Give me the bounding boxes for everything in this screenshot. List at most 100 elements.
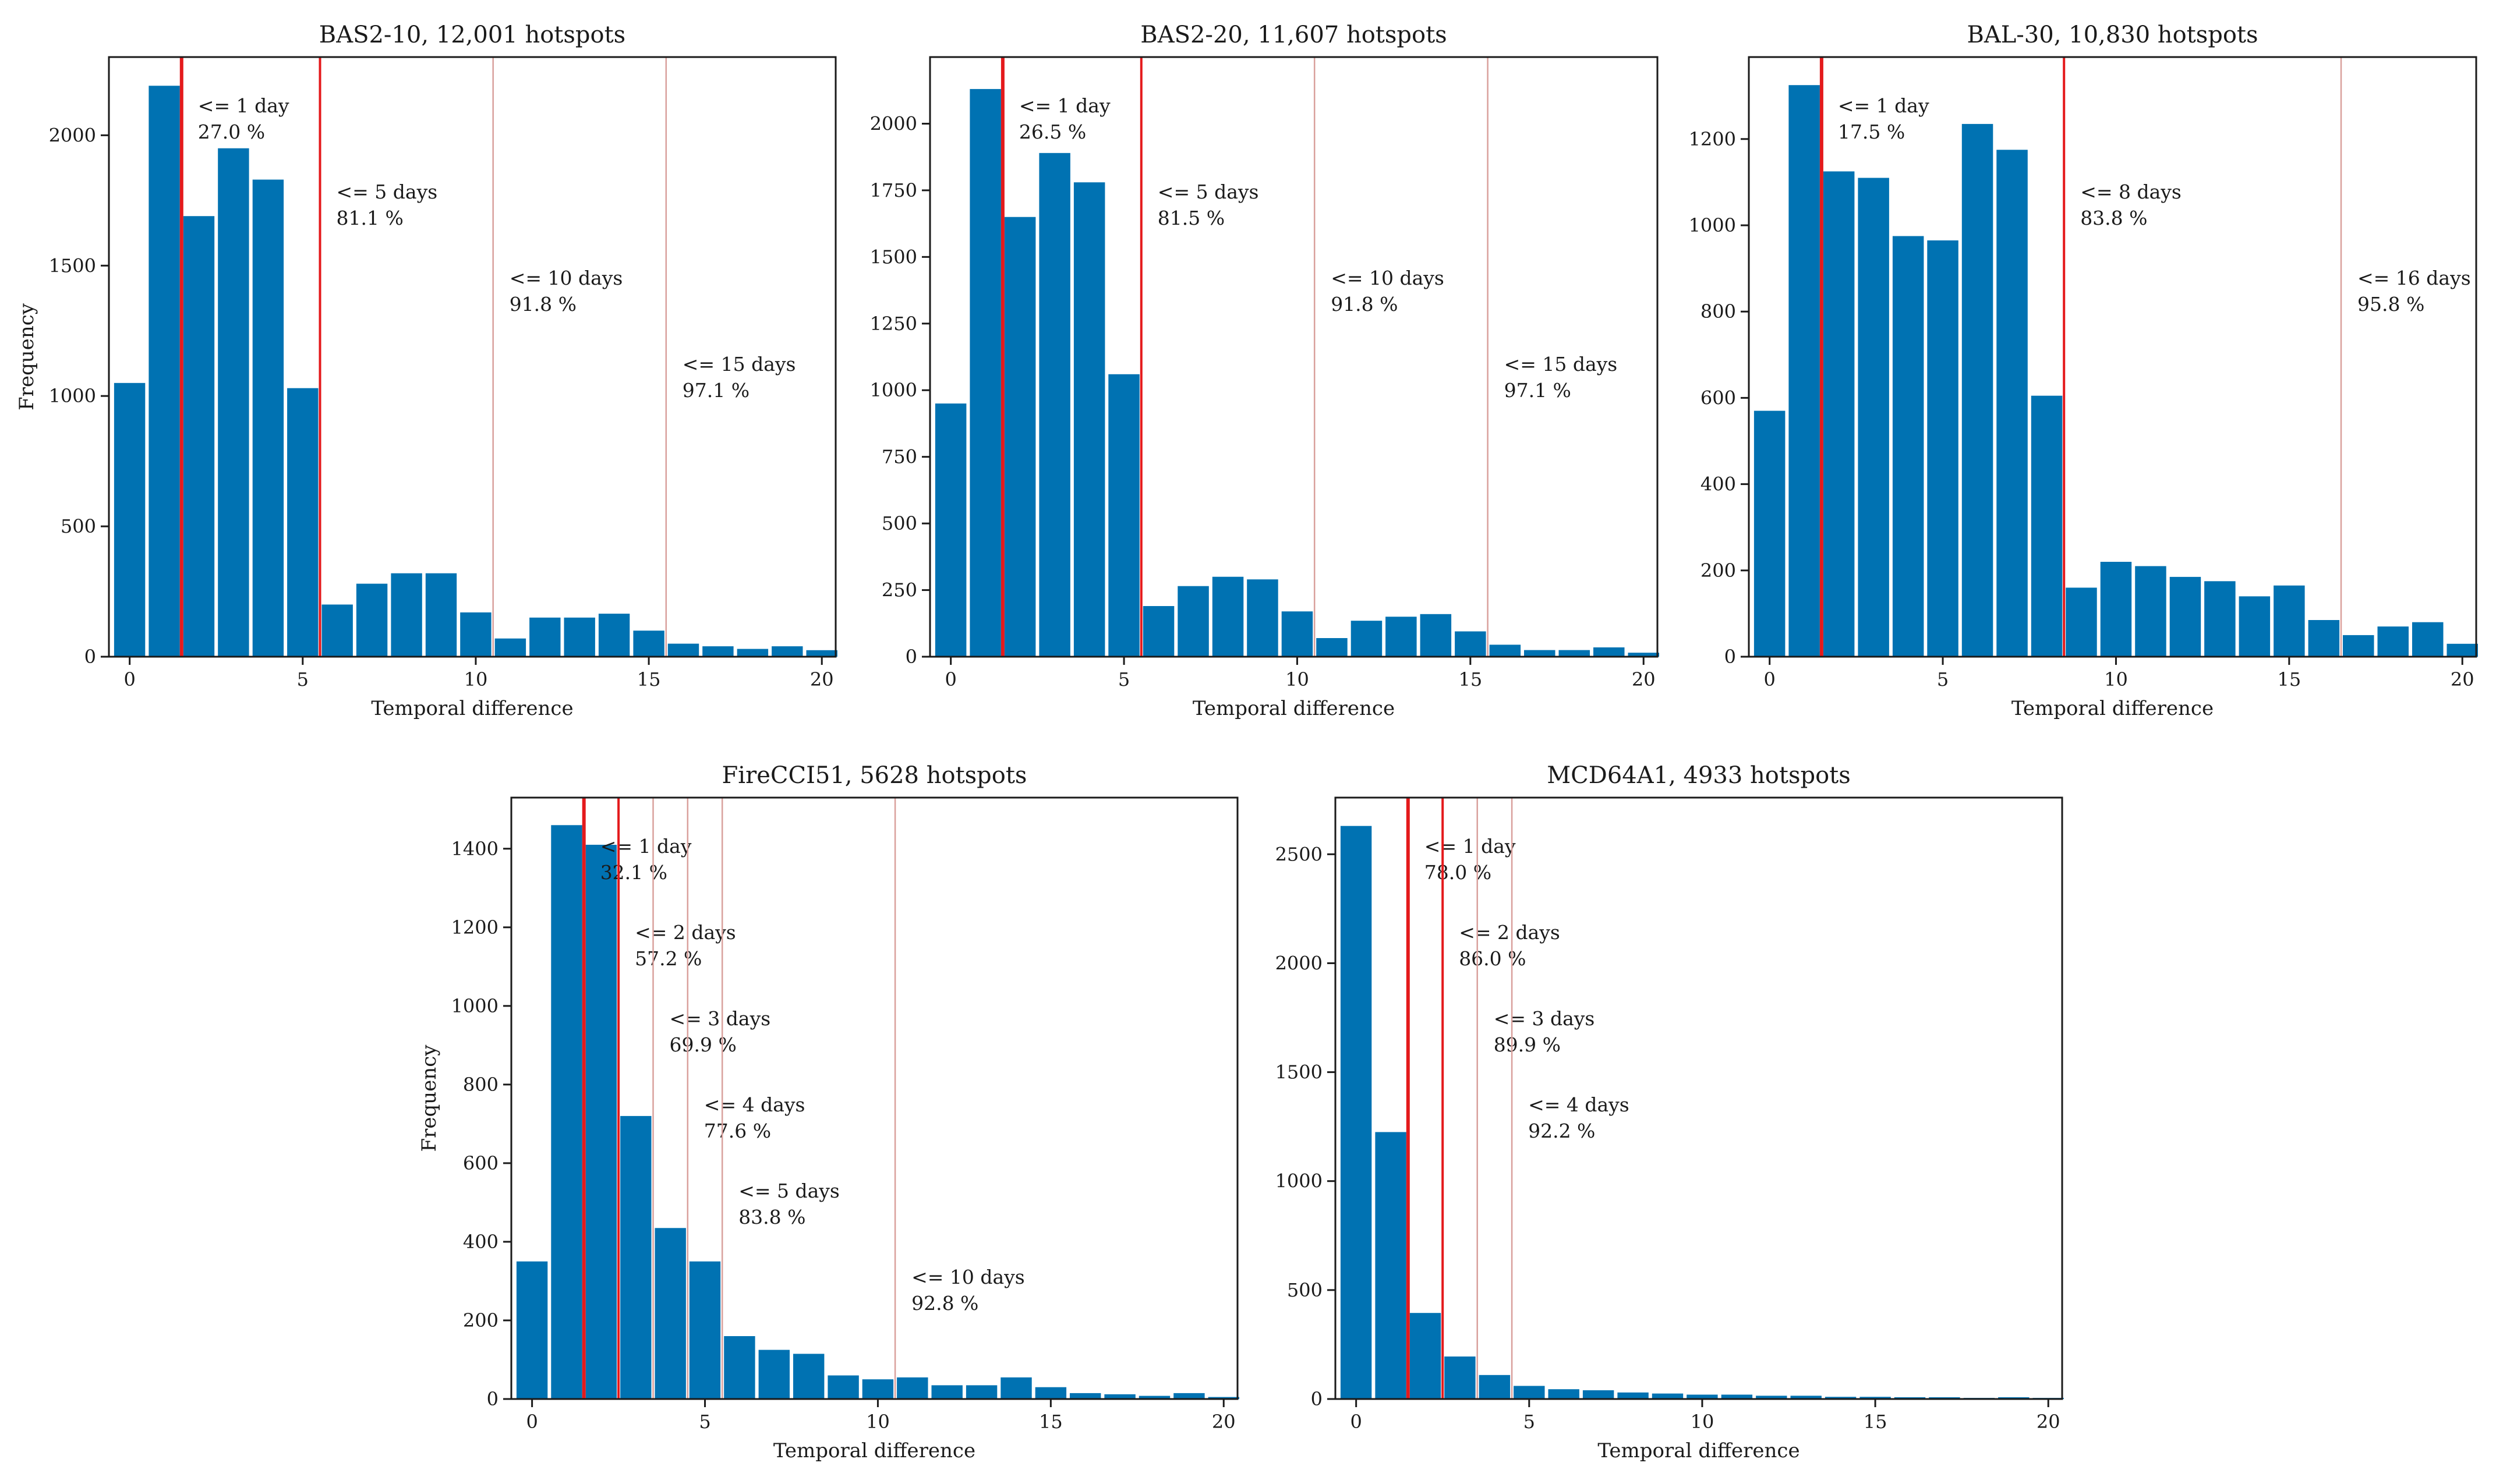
- threshold-percent-label: 32.1 %: [600, 861, 667, 884]
- x-tick-label: 5: [297, 668, 309, 690]
- x-tick-label: 0: [526, 1411, 538, 1433]
- y-axis-label: Frequency: [418, 1044, 441, 1152]
- bar-p4-1: [1375, 1132, 1406, 1399]
- x-tick-label: 10: [1285, 668, 1309, 690]
- bar-p1-11: [1316, 638, 1348, 657]
- bar-p2-10: [2100, 562, 2132, 657]
- x-axis-label: Temporal difference: [1597, 1439, 1799, 1462]
- y-tick-label: 2500: [1275, 843, 1323, 865]
- y-tick-label: 1200: [451, 916, 499, 938]
- threshold-days-label: <= 1 day: [600, 835, 692, 858]
- y-tick-label: 0: [1311, 1388, 1323, 1410]
- bar-p4-11: [1721, 1394, 1753, 1399]
- bar-p1-0: [935, 403, 967, 657]
- bar-p1-6: [1143, 606, 1175, 657]
- y-tick-label: 1200: [1689, 128, 1736, 150]
- x-tick-label: 15: [637, 668, 661, 690]
- bar-p4-6: [1548, 1389, 1579, 1399]
- bar-p2-6: [1961, 123, 1993, 657]
- bar-p4-5: [1514, 1386, 1545, 1399]
- threshold-days-label: <= 1 day: [1838, 94, 1929, 117]
- threshold-days-label: <= 3 days: [1494, 1007, 1595, 1030]
- bar-p1-16: [1489, 644, 1521, 657]
- bar-p2-8: [2031, 395, 2063, 657]
- threshold-percent-label: 77.6 %: [704, 1120, 771, 1142]
- chart-title: FireCCI51, 5628 hotspots: [722, 762, 1027, 789]
- bar-p4-14: [1825, 1397, 1857, 1399]
- x-tick-label: 15: [1039, 1411, 1063, 1433]
- threshold-days-label: <= 15 days: [1504, 353, 1618, 376]
- bar-p3-14: [1000, 1377, 1032, 1399]
- bar-p1-18: [1558, 650, 1590, 657]
- bar-p2-12: [2169, 576, 2201, 657]
- x-axis-label: Temporal difference: [2011, 697, 2214, 720]
- bar-p1-8: [1212, 576, 1244, 657]
- bar-p0-15: [633, 631, 664, 657]
- threshold-days-label: <= 1 day: [198, 94, 289, 117]
- bar-p0-2: [183, 216, 215, 657]
- threshold-days-label: <= 2 days: [1459, 921, 1560, 944]
- bar-p2-5: [1927, 240, 1958, 657]
- plot-frame: [108, 56, 837, 658]
- threshold-percent-label: 69.9 %: [670, 1033, 737, 1056]
- bar-p0-4: [252, 179, 284, 657]
- bar-p1-19: [1593, 647, 1625, 657]
- bar-p4-15: [1859, 1397, 1891, 1399]
- y-tick-label: 2000: [49, 124, 96, 146]
- x-tick-label: 5: [1118, 668, 1130, 690]
- x-tick-label: 20: [2037, 1411, 2060, 1433]
- bar-p3-5: [689, 1261, 721, 1399]
- bar-p2-20: [2446, 643, 2478, 657]
- y-tick-label: 1000: [451, 995, 499, 1017]
- y-tick-label: 1000: [1689, 214, 1736, 236]
- threshold-days-label: <= 5 days: [1158, 180, 1259, 203]
- bar-p0-16: [667, 643, 699, 657]
- x-axis-label: Temporal difference: [773, 1439, 975, 1462]
- bar-p2-3: [1858, 178, 1889, 657]
- threshold-days-label: <= 5 days: [337, 180, 438, 203]
- plot-frame: [1748, 56, 2477, 658]
- bar-p1-7: [1178, 586, 1209, 657]
- threshold-days-label: <= 10 days: [1331, 267, 1444, 289]
- bar-p4-8: [1617, 1392, 1649, 1399]
- bar-p3-12: [931, 1385, 963, 1399]
- bar-p1-12: [1350, 621, 1383, 657]
- chart-title: MCD64A1, 4933 hotspots: [1547, 762, 1851, 789]
- threshold-percent-label: 92.2 %: [1528, 1120, 1595, 1142]
- bar-p1-3: [1039, 153, 1070, 657]
- bar-p2-2: [1823, 171, 1855, 657]
- y-tick-label: 2000: [1275, 952, 1323, 974]
- bar-p3-2: [585, 845, 617, 1399]
- threshold-days-label: <= 10 days: [911, 1266, 1025, 1288]
- y-tick-label: 400: [1700, 473, 1736, 495]
- bar-p0-5: [287, 388, 319, 657]
- bar-p3-3: [620, 1115, 652, 1399]
- bar-p3-8: [793, 1354, 825, 1399]
- bar-p0-14: [598, 614, 630, 657]
- bar-p4-10: [1687, 1394, 1718, 1399]
- bar-p0-1: [149, 86, 180, 657]
- threshold-percent-label: 57.2 %: [635, 947, 702, 970]
- bar-p1-2: [1004, 217, 1036, 657]
- bar-p0-17: [702, 646, 734, 657]
- threshold-percent-label: 95.8 %: [2357, 293, 2424, 316]
- bar-p1-4: [1073, 182, 1105, 657]
- y-tick-label: 1500: [49, 254, 96, 277]
- y-tick-label: 0: [906, 646, 917, 668]
- y-tick-label: 1250: [870, 313, 917, 335]
- x-tick-label: 5: [1523, 1411, 1535, 1433]
- plot-frame: [929, 56, 1659, 658]
- y-tick-label: 0: [1724, 646, 1736, 668]
- bar-p0-3: [218, 148, 249, 657]
- y-tick-label: 500: [1287, 1279, 1323, 1301]
- bar-p0-13: [564, 617, 595, 657]
- bar-p2-13: [2204, 581, 2236, 657]
- bar-p1-15: [1455, 631, 1486, 657]
- bar-p2-0: [1753, 410, 1786, 657]
- bar-p2-7: [1996, 150, 2028, 657]
- y-tick-label: 1750: [870, 179, 917, 201]
- x-tick-label: 15: [1864, 1411, 1887, 1433]
- threshold-days-label: <= 2 days: [635, 921, 736, 944]
- x-tick-label: 20: [810, 668, 834, 690]
